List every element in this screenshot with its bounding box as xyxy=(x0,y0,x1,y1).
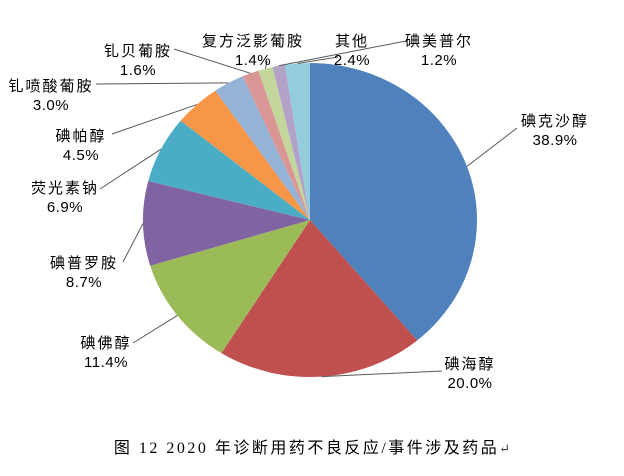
pie-slice-4 xyxy=(148,120,310,220)
paragraph-return-mark: ↵ xyxy=(499,441,511,456)
pie-slice-1 xyxy=(221,220,418,378)
leader-line-2 xyxy=(132,315,178,344)
leader-lines xyxy=(95,40,518,378)
pie-slice-0 xyxy=(310,63,478,341)
leader-line-7 xyxy=(173,48,251,74)
figure-caption-text: 图 12 2020 年诊断用药不良反应/事件涉及药品 xyxy=(113,440,500,457)
pie-slice-6 xyxy=(215,76,310,220)
pie-slices xyxy=(143,63,478,378)
pie-slice-9 xyxy=(272,64,310,220)
pie-slice-7 xyxy=(242,70,310,221)
pie-slice-10 xyxy=(284,63,310,220)
leader-line-8 xyxy=(264,60,268,69)
leader-line-3 xyxy=(122,223,144,263)
figure-caption: 图 12 2020 年诊断用药不良反应/事件涉及药品↵ xyxy=(0,434,624,458)
pie-slice-3 xyxy=(143,180,310,266)
leader-line-6 xyxy=(95,82,229,85)
leader-line-1 xyxy=(321,370,443,378)
leader-line-5 xyxy=(111,104,197,135)
pie-slice-8 xyxy=(258,67,310,220)
leader-line-0 xyxy=(466,127,518,167)
pie-slice-5 xyxy=(180,90,310,221)
leader-line-4 xyxy=(99,148,162,190)
leader-line-10 xyxy=(297,56,339,64)
leader-line-9 xyxy=(278,40,407,67)
pie-slice-2 xyxy=(150,220,310,354)
